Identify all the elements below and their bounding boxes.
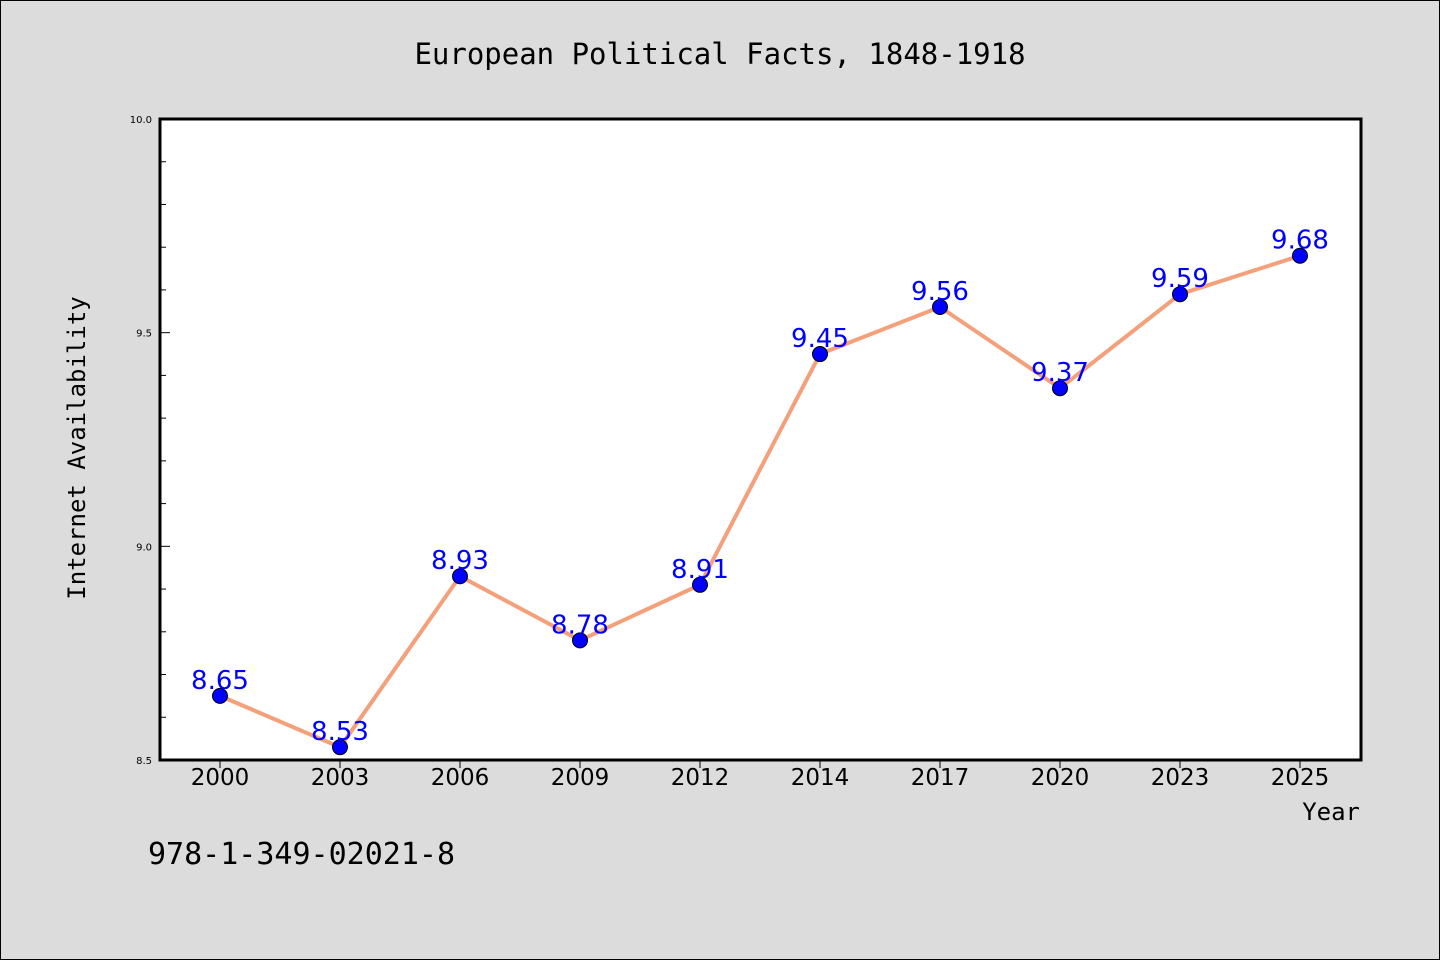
data-point bbox=[1292, 247, 1308, 264]
data-label: 8.93 bbox=[431, 546, 489, 576]
data-label: 9.68 bbox=[1271, 226, 1329, 256]
data-label: 8.65 bbox=[191, 666, 249, 696]
x-tick-label: 2000 bbox=[191, 765, 250, 791]
chart-title: European Political Facts, 1848-1918 bbox=[414, 37, 1025, 71]
data-point bbox=[332, 739, 348, 756]
series-line bbox=[219, 253, 1301, 750]
x-tick-label: 2020 bbox=[1031, 765, 1090, 791]
data-point bbox=[1172, 286, 1188, 303]
plot-area bbox=[158, 117, 1363, 762]
y-tick-label: 9.5 bbox=[136, 329, 152, 340]
y-tick-label: 9.0 bbox=[136, 542, 152, 553]
data-label: 9.56 bbox=[911, 277, 969, 307]
data-label: 9.37 bbox=[1031, 358, 1089, 388]
data-point bbox=[1052, 380, 1068, 397]
series-group: 8.65 8.53 8.93 8.78 8.91 9.45 9.56 9.37 9.59 9.68 bbox=[191, 226, 1329, 756]
data-point bbox=[452, 568, 468, 585]
data-point bbox=[812, 346, 828, 363]
x-tick-label: 2017 bbox=[911, 765, 970, 791]
y-tick-label: 8.5 bbox=[136, 756, 152, 767]
data-point bbox=[692, 576, 708, 593]
data-point bbox=[572, 632, 588, 649]
x-tick-label: 2023 bbox=[1151, 765, 1210, 791]
x-tick-label: 2009 bbox=[551, 765, 610, 791]
x-axis-label: Year bbox=[1302, 798, 1360, 826]
x-tick-label: 2025 bbox=[1271, 765, 1330, 791]
y-tick-label: 10.0 bbox=[130, 115, 152, 126]
x-tick-label: 2012 bbox=[671, 765, 730, 791]
x-axis: 2000 2003 2006 2009 2012 2014 2017 2020 2023 2025 bbox=[191, 760, 1330, 791]
data-label: 8.91 bbox=[671, 555, 729, 585]
x-tick-label: 2014 bbox=[791, 765, 850, 791]
y-axis-label: Internet Availability bbox=[63, 296, 91, 599]
data-label: 9.59 bbox=[1151, 264, 1209, 294]
data-label: 8.53 bbox=[311, 717, 369, 747]
isbn-annotation: 978-1-349-02021-8 bbox=[148, 837, 455, 872]
data-label: 9.45 bbox=[791, 324, 849, 354]
data-point bbox=[212, 687, 228, 704]
data-point bbox=[932, 299, 948, 316]
y-axis: 8.5 9.0 9.5 10.0 bbox=[130, 115, 170, 767]
data-label: 8.78 bbox=[551, 610, 609, 640]
x-tick-label: 2006 bbox=[431, 765, 490, 791]
x-tick-label: 2003 bbox=[311, 765, 370, 791]
